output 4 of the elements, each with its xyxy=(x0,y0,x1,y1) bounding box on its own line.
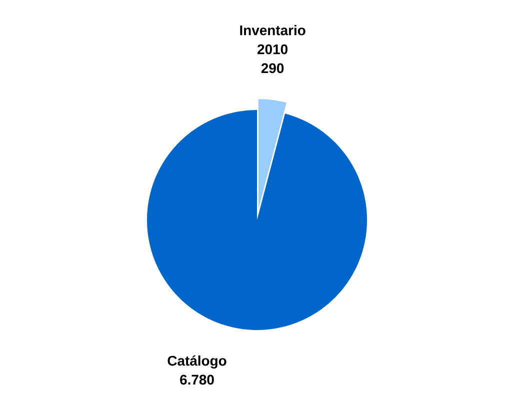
slice-label: Inventario 2010 xyxy=(240,25,306,54)
data-label: 6.780 xyxy=(180,374,214,385)
slice-label: Catálogo xyxy=(168,355,226,369)
data-label: 290 xyxy=(261,63,284,74)
